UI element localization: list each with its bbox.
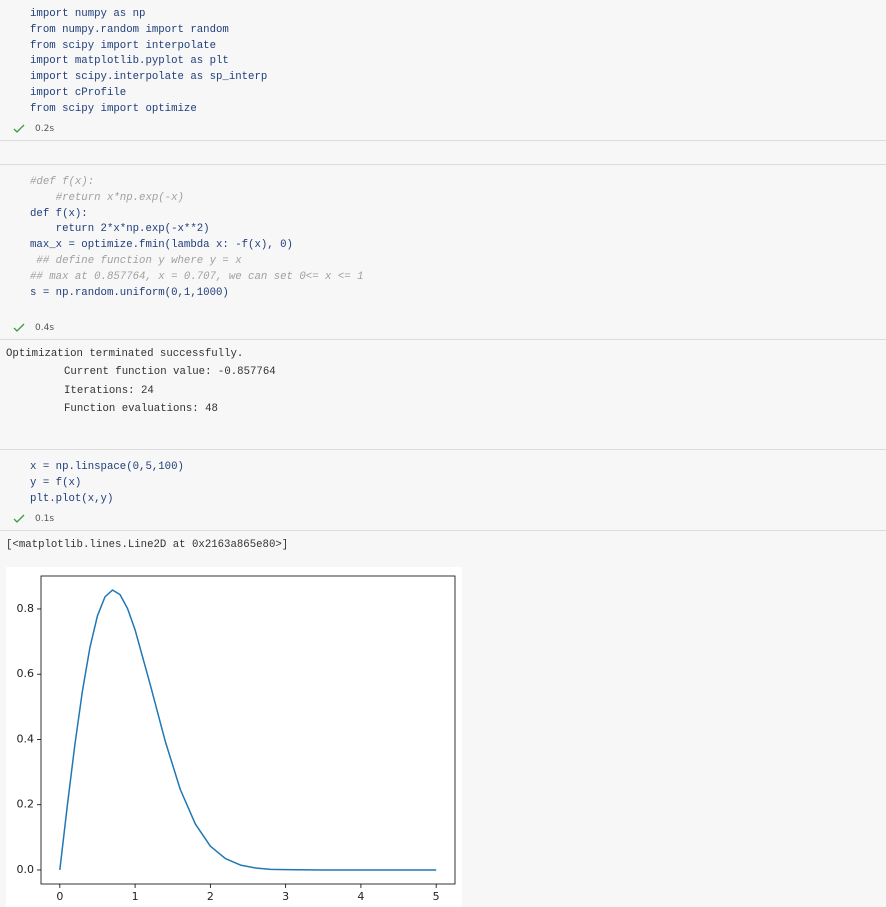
axes-frame	[40, 575, 456, 885]
plot-output: 0 1 2 3 4 5 0.0 0.2 0.4 0.6 0.8	[6, 567, 462, 907]
code-line: max_x = optimize.fmin(lambda x: -f(x), 0…	[30, 239, 293, 252]
x-tick-label: 2	[207, 890, 214, 903]
code-line: import numpy as np	[30, 8, 146, 20]
run-time: 0.4s	[35, 323, 55, 333]
x-tick-label: 3	[282, 890, 289, 903]
check-icon	[13, 323, 25, 332]
run-time: 0.2s	[35, 124, 55, 134]
code-line: #def f(x):	[30, 176, 95, 188]
code-line: ## define function y where y = x	[30, 255, 242, 267]
x-tick-label: 5	[433, 890, 440, 903]
code-line: s = np.random.uniform(0,1,1000)	[30, 286, 229, 299]
x-tick-label: 4	[357, 890, 364, 903]
code-line: #return x*np.exp(-x)	[30, 191, 184, 204]
code-line: import scipy.interpolate as sp_interp	[30, 71, 268, 84]
cell-separator	[0, 140, 886, 141]
x-tick-label: 0	[56, 890, 63, 903]
code-line: return 2*x*np.exp(-x**2)	[30, 223, 210, 236]
code-line: from scipy import optimize	[30, 102, 197, 115]
check-icon	[13, 514, 25, 523]
output-line: Function evaluations: 48	[64, 403, 218, 415]
output-line: Current function value: -0.857764	[64, 366, 276, 378]
y-tick-label: 0.6	[17, 667, 35, 680]
cell-separator	[0, 164, 886, 165]
code-line: plt.plot(x,y)	[30, 492, 114, 505]
cell-separator	[0, 449, 886, 450]
y-tick-label: 0.2	[17, 798, 35, 811]
output-line: [<matplotlib.lines.Line2D at 0x2163a865e…	[6, 539, 289, 551]
y-tick-label: 0.0	[17, 863, 35, 876]
code-line: y = f(x)	[30, 476, 82, 489]
code-line: from numpy.random import random	[30, 23, 229, 36]
output-line: Optimization terminated successfully.	[6, 348, 244, 360]
cell-separator	[0, 530, 886, 531]
output-line: Iterations: 24	[64, 385, 154, 397]
code-line: def f(x):	[30, 207, 88, 220]
x-tick-label: 1	[132, 890, 139, 903]
check-icon	[13, 124, 25, 133]
code-line: x = np.linspace(0,5,100)	[30, 461, 184, 473]
y-tick-label: 0.8	[17, 602, 35, 615]
y-tick-label: 0.4	[17, 732, 35, 745]
code-line: ## max at 0.857764, x = 0.707, we can se…	[30, 270, 364, 283]
code-line: from scipy import interpolate	[30, 39, 216, 52]
code-line: import cProfile	[30, 87, 127, 99]
line-series	[59, 589, 437, 871]
run-time: 0.1s	[35, 514, 55, 524]
code-line: import matplotlib.pyplot as plt	[30, 55, 229, 68]
cell-separator	[0, 339, 886, 340]
